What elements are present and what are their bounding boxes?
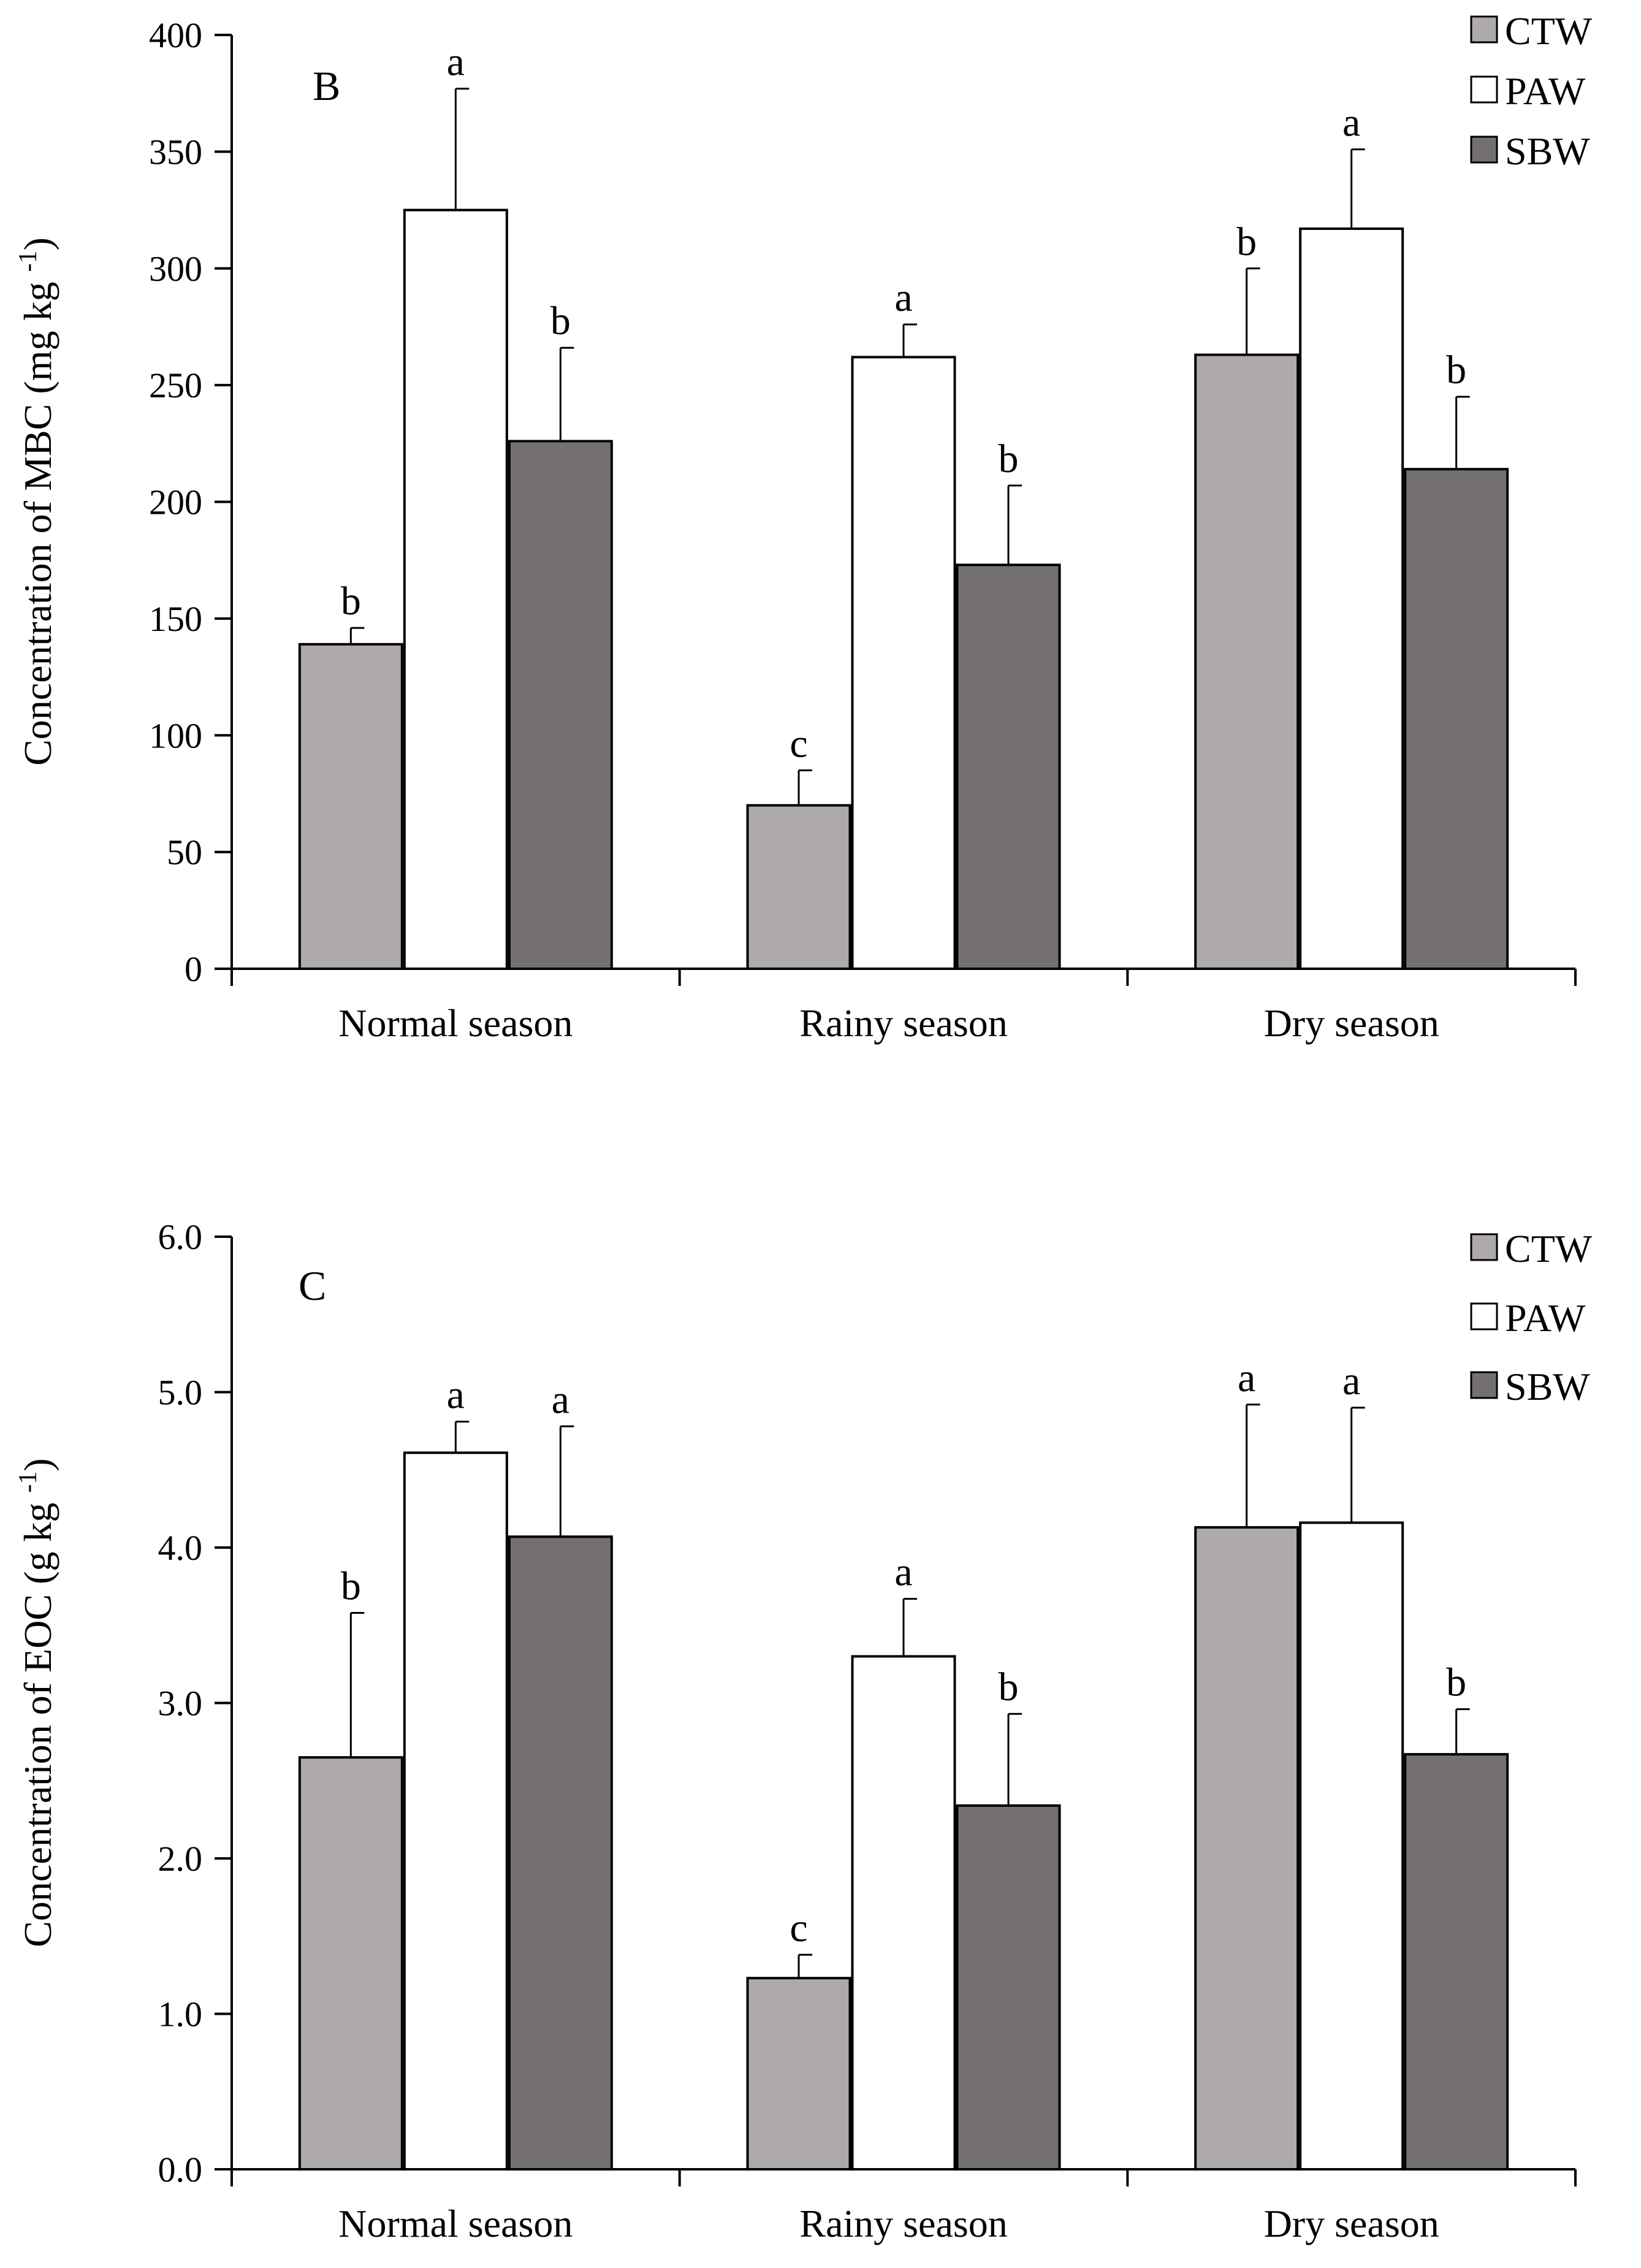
legend-label-sbw: SBW [1505, 1365, 1590, 1408]
panel-label: B [313, 63, 340, 109]
significance-letter-sbw: b [550, 299, 571, 343]
legend-swatch-paw [1470, 75, 1498, 104]
legend-label-ctw: CTW [1505, 9, 1593, 53]
bar-paw [403, 208, 508, 970]
bar-sbw [508, 440, 613, 970]
legend: CTW PAW SBW [1470, 1227, 1593, 1408]
y-tick-label: 200 [149, 483, 202, 522]
y-tick-label: 3.0 [158, 1684, 203, 1724]
y-tick-label: 350 [149, 132, 202, 172]
legend-swatch-ctw [1470, 15, 1498, 44]
y-tick-label: 0 [185, 949, 202, 989]
y-tick-label: 300 [149, 249, 202, 289]
y-tick-label: 6.0 [158, 1217, 203, 1257]
bar-ctw [298, 643, 403, 970]
y-tick-label: 4.0 [158, 1528, 203, 1568]
y-tick-label: 250 [149, 365, 202, 405]
legend: CTW PAW SBW [1470, 9, 1593, 173]
significance-letter-sbw: b [999, 437, 1019, 481]
y-axis-title: Concentration of MBC (mg kg -1) [14, 237, 59, 766]
y-axis-title: Concentration of EOC (g kg -1) [14, 1458, 59, 1947]
significance-letter-ctw: a [1238, 1356, 1255, 1400]
y-axis-title-suffix: ) [16, 237, 59, 250]
significance-letter-paw: a [894, 275, 912, 320]
plot-area: 0 50 100 150 200 250 300 350 400 Normal season b a b… [149, 15, 1577, 1045]
y-axis-title-exponent: -1 [14, 251, 42, 272]
significance-letter-paw: a [894, 1550, 912, 1595]
legend-label-ctw: CTW [1505, 1227, 1593, 1270]
significance-letter-sbw: b [999, 1665, 1019, 1709]
y-axis-title-exponent: -1 [14, 1472, 42, 1493]
significance-letter-ctw: c [790, 721, 807, 766]
bar-paw [403, 1451, 508, 2171]
legend-label-sbw: SBW [1505, 129, 1590, 173]
bar-ctw [1194, 353, 1300, 970]
significance-letter-sbw: b [1446, 1660, 1466, 1705]
significance-letter-ctw: c [790, 1906, 807, 1950]
x-tick-label: Dry season [1264, 2202, 1439, 2245]
legend-swatch-paw [1470, 1302, 1498, 1331]
y-tick-label: 400 [149, 15, 202, 55]
significance-letter-paw: a [447, 1373, 465, 1418]
plot-area: 0.0 1.0 2.0 3.0 4.0 5.0 6.0 Normal season b a a Rai… [158, 1217, 1577, 2245]
bar-paw [851, 356, 956, 970]
y-axis-title-text: Concentration of MBC (mg kg [16, 282, 59, 766]
bar-sbw [508, 1535, 613, 2171]
bar-sbw [956, 563, 1061, 970]
significance-letter-ctw: b [341, 579, 361, 624]
legend-label-paw: PAW [1505, 1296, 1586, 1340]
bar-paw [1299, 1521, 1404, 2171]
bar-sbw [956, 1804, 1061, 2171]
y-axis-title-text: Concentration of EOC (g kg [16, 1503, 59, 1947]
bar-ctw [746, 804, 851, 970]
legend-swatch-sbw [1470, 136, 1498, 164]
significance-letter-ctw: b [1236, 220, 1257, 264]
x-tick-label: Normal season [338, 1001, 573, 1045]
significance-letter-ctw: b [341, 1564, 361, 1608]
x-tick-label: Rainy season [799, 1001, 1008, 1045]
bar-ctw [298, 1756, 403, 2171]
bar-ctw [1194, 1526, 1300, 2171]
legend-swatch-sbw [1470, 1371, 1498, 1399]
significance-letter-paw: a [1342, 101, 1360, 145]
x-tick-label: Normal season [338, 2202, 573, 2245]
bar-paw [851, 1655, 956, 2171]
y-tick-label: 1.0 [158, 1995, 203, 2034]
y-tick-label: 50 [167, 833, 202, 872]
y-tick-label: 0.0 [158, 2150, 203, 2190]
y-tick-label: 5.0 [158, 1373, 203, 1413]
y-tick-label: 150 [149, 599, 202, 639]
panel-label: C [299, 1262, 326, 1309]
chart-panel-b: B Concentration of MBC (mg kg -1) CTW PA… [14, 9, 1593, 1045]
chart-panel-c: C Concentration of EOC (g kg -1) CTW PAW… [14, 1217, 1593, 2245]
legend-swatch-ctw [1470, 1233, 1498, 1261]
y-tick-label: 100 [149, 716, 202, 755]
y-tick-label: 2.0 [158, 1839, 203, 1879]
bar-sbw [1404, 1753, 1509, 2171]
significance-letter-sbw: b [1446, 348, 1466, 392]
bar-ctw [746, 1977, 851, 2171]
significance-letter-sbw: a [552, 1377, 569, 1422]
bar-paw [1299, 227, 1404, 971]
legend-label-paw: PAW [1505, 69, 1586, 113]
x-tick-label: Dry season [1264, 1001, 1439, 1045]
y-axis-title-suffix: ) [16, 1458, 59, 1471]
significance-letter-paw: a [447, 40, 465, 85]
bar-sbw [1404, 468, 1509, 970]
x-tick-label: Rainy season [799, 2202, 1008, 2245]
significance-letter-paw: a [1342, 1359, 1360, 1403]
